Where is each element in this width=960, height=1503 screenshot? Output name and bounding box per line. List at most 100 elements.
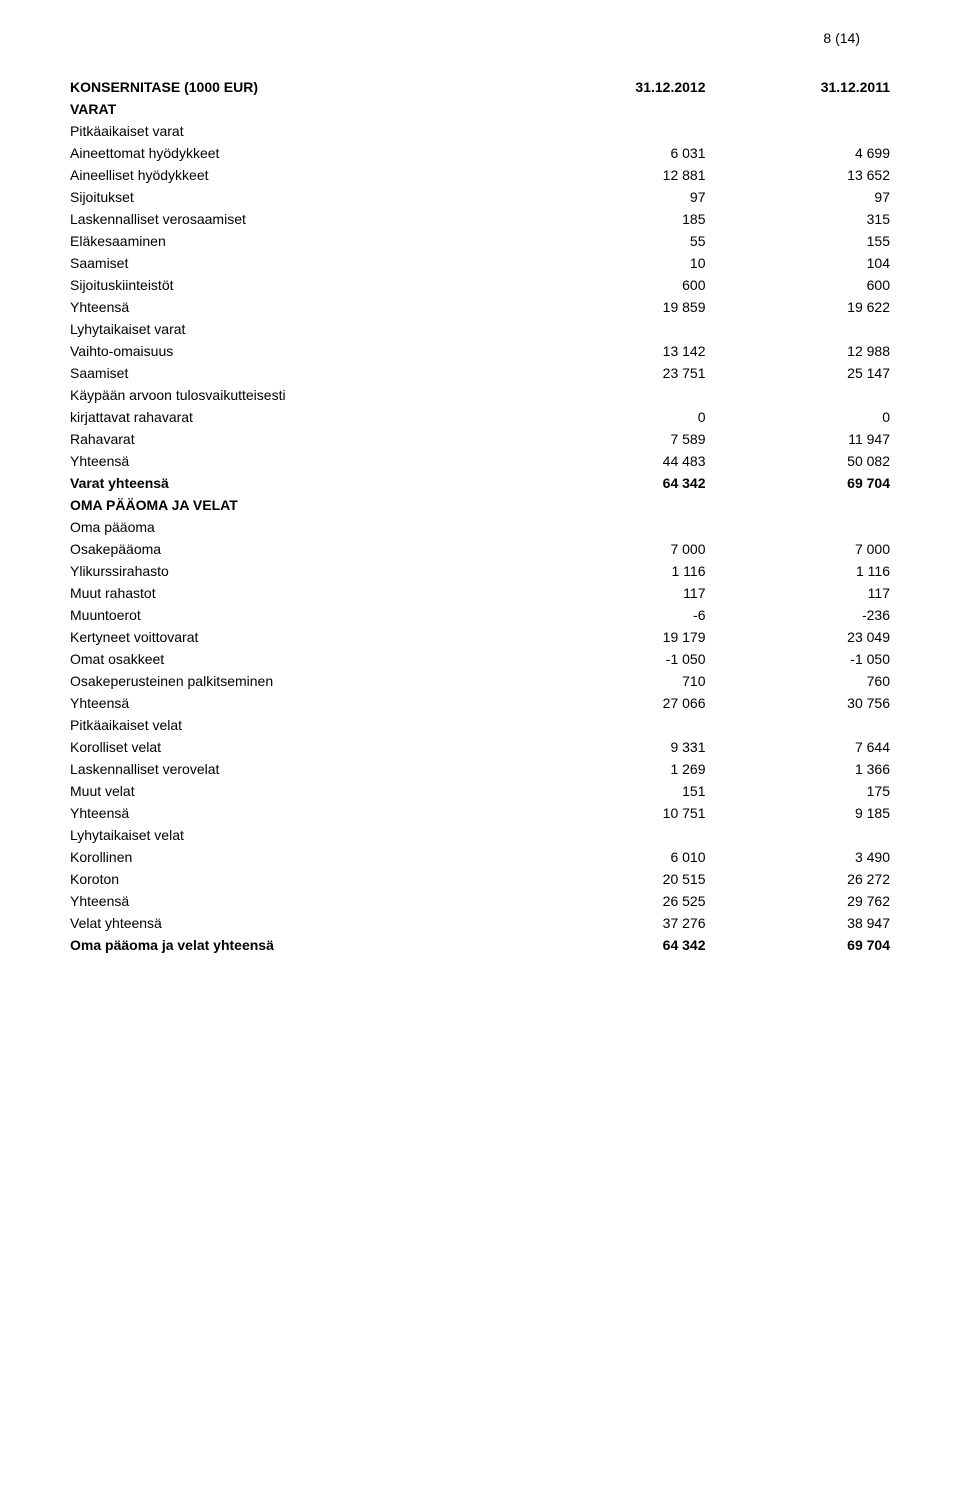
row-value: 1 116 — [521, 560, 706, 582]
subtotal-value: 9 185 — [706, 802, 891, 824]
row-value: -1 050 — [706, 648, 891, 670]
row-label: Vaihto-omaisuus — [70, 340, 521, 362]
row-label: Laskennalliset verovelat — [70, 758, 521, 780]
row-value: 25 147 — [706, 362, 891, 384]
table-title: KONSERNITASE (1000 EUR) — [70, 76, 521, 98]
subtotal-value: 29 762 — [706, 890, 891, 912]
current-liab-heading: Lyhytaikaiset velat — [70, 824, 521, 846]
subtotal-label: Yhteensä — [70, 692, 521, 714]
row-value: 7 000 — [706, 538, 891, 560]
subtotal-label: Yhteensä — [70, 450, 521, 472]
row-label: Ylikurssirahasto — [70, 560, 521, 582]
row-value: 155 — [706, 230, 891, 252]
row-value: 7 589 — [521, 428, 706, 450]
row-value: 1 366 — [706, 758, 891, 780]
subtotal-value: 50 082 — [706, 450, 891, 472]
row-label: Sijoitukset — [70, 186, 521, 208]
row-label: Rahavarat — [70, 428, 521, 450]
row-value: 10 — [521, 252, 706, 274]
equity-heading: Oma pääoma — [70, 516, 521, 538]
row-label: Sijoituskiinteistöt — [70, 274, 521, 296]
row-value: 23 049 — [706, 626, 891, 648]
row-value: 600 — [706, 274, 891, 296]
row-value: 1 116 — [706, 560, 891, 582]
row-label: Kertyneet voittovarat — [70, 626, 521, 648]
row-label: Käypään arvoon tulosvaikutteisesti — [70, 384, 521, 406]
row-label: Saamiset — [70, 252, 521, 274]
row-value: 97 — [706, 186, 891, 208]
balance-sheet-table: KONSERNITASE (1000 EUR) 31.12.2012 31.12… — [70, 76, 890, 956]
row-label: Koroton — [70, 868, 521, 890]
assets-total-label: Varat yhteensä — [70, 472, 521, 494]
row-value: 0 — [521, 406, 706, 428]
row-value: 23 751 — [521, 362, 706, 384]
col-header-1: 31.12.2012 — [521, 76, 706, 98]
subtotal-label: Yhteensä — [70, 296, 521, 318]
grand-total-value: 64 342 — [521, 934, 706, 956]
row-value: 12 881 — [521, 164, 706, 186]
liab-total-label: Velat yhteensä — [70, 912, 521, 934]
row-label: Aineettomat hyödykkeet — [70, 142, 521, 164]
subtotal-label: Yhteensä — [70, 890, 521, 912]
row-label: Eläkesaaminen — [70, 230, 521, 252]
row-value: -6 — [521, 604, 706, 626]
row-value: 11 947 — [706, 428, 891, 450]
row-value: 26 272 — [706, 868, 891, 890]
row-value: 19 179 — [521, 626, 706, 648]
subtotal-label: Yhteensä — [70, 802, 521, 824]
row-value: 7 000 — [521, 538, 706, 560]
subtotal-value: 10 751 — [521, 802, 706, 824]
row-label: Laskennalliset verosaamiset — [70, 208, 521, 230]
row-value: -1 050 — [521, 648, 706, 670]
row-value: 104 — [706, 252, 891, 274]
row-value: 175 — [706, 780, 891, 802]
row-value: -236 — [706, 604, 891, 626]
assets-total-value: 69 704 — [706, 472, 891, 494]
assets-total-value: 64 342 — [521, 472, 706, 494]
row-value: 97 — [521, 186, 706, 208]
assets-heading: VARAT — [70, 98, 521, 120]
row-label: Osakeperusteinen palkitseminen — [70, 670, 521, 692]
current-assets-heading: Lyhytaikaiset varat — [70, 318, 521, 340]
row-value: 151 — [521, 780, 706, 802]
subtotal-value: 19 622 — [706, 296, 891, 318]
noncurrent-liab-heading: Pitkäaikaiset velat — [70, 714, 521, 736]
grand-total-label: Oma pääoma ja velat yhteensä — [70, 934, 521, 956]
row-label: Aineelliset hyödykkeet — [70, 164, 521, 186]
row-value: 4 699 — [706, 142, 891, 164]
row-value: 3 490 — [706, 846, 891, 868]
row-label: Korolliset velat — [70, 736, 521, 758]
row-label: Muuntoerot — [70, 604, 521, 626]
subtotal-value: 26 525 — [521, 890, 706, 912]
row-value: 315 — [706, 208, 891, 230]
row-value: 117 — [706, 582, 891, 604]
row-value: 117 — [521, 582, 706, 604]
row-label: Muut velat — [70, 780, 521, 802]
grand-total-value: 69 704 — [706, 934, 891, 956]
row-value: 12 988 — [706, 340, 891, 362]
row-label: Korollinen — [70, 846, 521, 868]
row-label: Saamiset — [70, 362, 521, 384]
row-value: 710 — [521, 670, 706, 692]
row-label: kirjattavat rahavarat — [70, 406, 521, 428]
row-value: 0 — [706, 406, 891, 428]
row-value: 600 — [521, 274, 706, 296]
row-value: 1 269 — [521, 758, 706, 780]
row-value: 6 031 — [521, 142, 706, 164]
row-value: 55 — [521, 230, 706, 252]
subtotal-value: 27 066 — [521, 692, 706, 714]
row-value: 185 — [521, 208, 706, 230]
row-value: 6 010 — [521, 846, 706, 868]
page-number: 8 (14) — [70, 30, 890, 46]
subtotal-value: 44 483 — [521, 450, 706, 472]
row-value: 13 142 — [521, 340, 706, 362]
row-value: 20 515 — [521, 868, 706, 890]
row-value: 7 644 — [706, 736, 891, 758]
noncurrent-assets-heading: Pitkäaikaiset varat — [70, 120, 521, 142]
col-header-2: 31.12.2011 — [706, 76, 891, 98]
subtotal-value: 30 756 — [706, 692, 891, 714]
liab-total-value: 37 276 — [521, 912, 706, 934]
row-label: Omat osakkeet — [70, 648, 521, 670]
row-value: 9 331 — [521, 736, 706, 758]
row-value: 760 — [706, 670, 891, 692]
